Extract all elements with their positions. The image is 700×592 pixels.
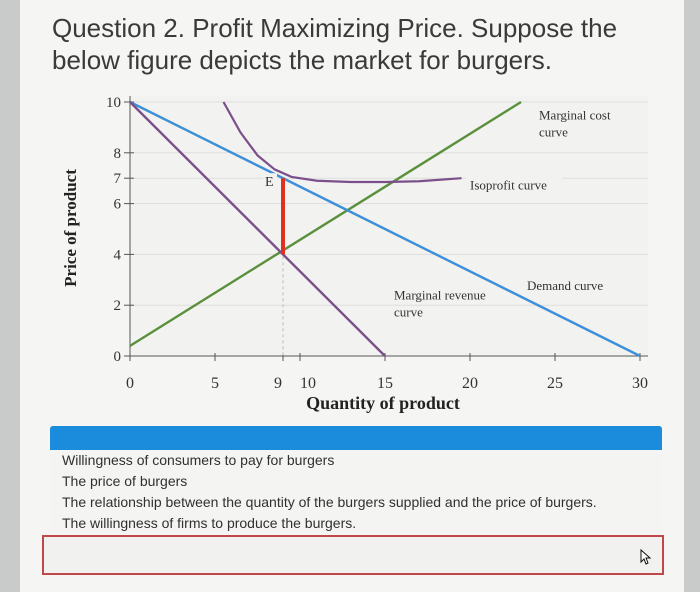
- series-line-demand-curve: [129, 100, 641, 358]
- y-tick-label: 10: [106, 95, 121, 111]
- annotation-label: Marginal revenue curve: [394, 288, 486, 320]
- y-axis-label: Price of product: [61, 169, 80, 287]
- series-line-isoprofit-curve: [222, 101, 462, 184]
- y-tick-label: 4: [114, 247, 122, 263]
- x-tick-label: 25: [547, 375, 563, 392]
- x-tick-label: 30: [632, 375, 648, 392]
- y-tick-label: 6: [114, 197, 122, 213]
- option-2[interactable]: The price of burgers: [62, 473, 188, 489]
- annotation-label: Demand curve: [527, 278, 603, 293]
- chart-svg: 0 2 4 6 7 8 10 0 5 9 10 15 20 25 30 E Marginal cost curve…: [61, 95, 648, 413]
- annotation-label: Isoprofit curve: [470, 177, 547, 192]
- annotation-bg: [466, 175, 562, 194]
- annotation-bg: [263, 173, 277, 190]
- annotation-label: Marginal cost curve: [539, 107, 611, 139]
- x-tick-label: 0: [126, 375, 134, 392]
- option-3[interactable]: The relationship between the quantity of…: [62, 494, 597, 510]
- series-line-marginal-revenue-curve: [129, 101, 386, 357]
- x-tick-label: 15: [377, 375, 393, 392]
- x-tick-label: 10: [300, 375, 316, 392]
- chart: 0 2 4 6 7 8 10 0 5 9 10 15 20 25 30 E Marginal cost curve…: [61, 95, 648, 413]
- option-4[interactable]: The willingness of firms to produce the …: [62, 515, 357, 531]
- cursor-icon: [640, 548, 654, 570]
- y-tick-label: 7: [114, 171, 122, 187]
- plot-area: [130, 96, 648, 356]
- answer-dropzone[interactable]: [42, 535, 664, 575]
- y-tick-label: 2: [114, 298, 122, 314]
- answer-options: Willingness of consumers to pay for burg…: [50, 450, 662, 534]
- annotation-label: E: [265, 175, 274, 190]
- x-tick-label: 5: [211, 375, 219, 392]
- question-text: Question 2. Profit Maximizing Price. Sup…: [52, 13, 618, 75]
- x-axis-label: Quantity of product: [306, 393, 460, 413]
- question-header-bar: [50, 426, 662, 450]
- y-tick-label: 0: [114, 349, 122, 365]
- option-1[interactable]: Willingness of consumers to pay for burg…: [62, 452, 335, 468]
- x-tick-label: 9: [274, 375, 282, 392]
- y-tick-label: 8: [114, 146, 122, 162]
- x-tick-label: 20: [462, 375, 478, 392]
- series-line-marginal-cost-curve: [129, 100, 522, 347]
